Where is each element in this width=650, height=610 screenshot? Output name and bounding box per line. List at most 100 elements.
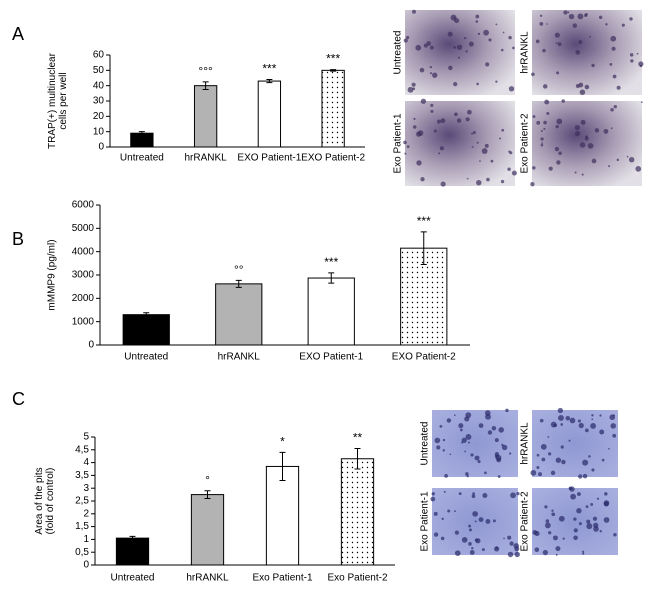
- cell-dot: [591, 414, 594, 417]
- cell-dot: [610, 35, 617, 42]
- cell-dot: [442, 449, 445, 452]
- cell-dot: [576, 492, 581, 497]
- cell-dot: [556, 118, 563, 125]
- bar: [321, 69, 345, 148]
- error-bar: [420, 231, 427, 265]
- bar: [193, 85, 218, 148]
- cell-dot: [434, 437, 441, 444]
- cell-dot: [544, 99, 550, 105]
- x-tick-label: EXO Patient-2: [301, 153, 365, 164]
- y-tick-label: 60: [93, 50, 105, 61]
- cell-dot: [468, 41, 474, 47]
- cell-dot: [472, 131, 476, 134]
- x-tick-label: hrRANKL: [186, 573, 229, 584]
- bar: [190, 494, 225, 566]
- micrograph-label: hrRANKL: [520, 31, 531, 74]
- y-tick-label: 1,5: [75, 521, 89, 532]
- cell-dot: [478, 423, 484, 428]
- cell-dot: [555, 42, 558, 45]
- cell-dot: [436, 445, 441, 450]
- cell-dot: [467, 109, 472, 115]
- cell-dot: [544, 505, 548, 509]
- cell-dot: [577, 13, 584, 20]
- cell-dot: [553, 423, 557, 427]
- cell-dot: [439, 424, 443, 428]
- cell-dot: [570, 493, 577, 500]
- cell-dot: [433, 511, 438, 516]
- cell-dot: [582, 550, 585, 553]
- cell-dot: [616, 158, 620, 162]
- cell-dot: [485, 519, 491, 524]
- cell-dot: [580, 119, 586, 125]
- y-tick-label: 4: [83, 457, 89, 468]
- cell-dot: [575, 49, 581, 55]
- cell-dot: [532, 530, 538, 535]
- y-tick-label: 0: [98, 142, 104, 153]
- cell-dot: [589, 35, 591, 38]
- micrograph: [532, 10, 642, 95]
- cell-dot: [494, 454, 499, 458]
- y-tick-label: 20: [93, 111, 105, 122]
- cell-dot: [472, 492, 475, 495]
- cell-dot: [487, 430, 493, 435]
- cell-dot: [585, 505, 589, 509]
- cell-dot: [411, 82, 416, 87]
- cell-dot: [592, 516, 598, 521]
- cell-dot: [598, 15, 603, 20]
- cell-dot: [628, 157, 635, 163]
- cell-dot: [440, 118, 446, 124]
- x-tick-label: EXO Patient-2: [392, 352, 456, 363]
- y-tick-label: 0,5: [75, 547, 89, 558]
- cell-dot: [482, 493, 488, 499]
- cell-dot: [558, 415, 564, 421]
- micrograph-label: Exo Patient-1: [420, 491, 431, 551]
- cell-dot: [610, 127, 613, 130]
- cell-dot: [439, 146, 444, 151]
- panel-label: B: [12, 229, 24, 249]
- significance-label: °: [205, 473, 210, 487]
- cell-dot: [458, 492, 462, 496]
- cell-dot: [430, 109, 434, 113]
- cell-dot: [502, 31, 505, 34]
- cell-dot: [466, 177, 469, 180]
- cell-dot: [556, 160, 561, 165]
- cell-dot: [556, 71, 560, 75]
- cell-dot: [587, 143, 594, 149]
- cell-dot: [584, 136, 589, 141]
- cell-dot: [629, 53, 634, 57]
- cell-dot: [596, 497, 600, 500]
- cell-dot: [475, 14, 480, 19]
- bar: [307, 277, 355, 346]
- cell-dot: [507, 551, 514, 558]
- cell-dot: [601, 458, 605, 462]
- cell-dot: [438, 152, 441, 155]
- cell-dot: [465, 472, 469, 476]
- cell-dot: [610, 107, 614, 112]
- cell-dot: [465, 433, 472, 440]
- error-bar: [202, 81, 209, 90]
- cell-dot: [538, 472, 543, 477]
- cell-dot: [574, 171, 577, 174]
- cell-dot: [449, 453, 452, 456]
- cell-dot: [608, 165, 611, 168]
- cell-dot: [453, 82, 458, 87]
- cell-dot: [640, 101, 643, 104]
- cell-dot: [492, 519, 496, 523]
- cell-dot: [554, 146, 560, 152]
- cell-dot: [467, 441, 470, 444]
- micrograph-label: Exo Patient-2: [520, 113, 531, 173]
- cell-dot: [551, 509, 554, 512]
- cell-dot: [483, 29, 490, 36]
- cell-dot: [548, 531, 552, 535]
- cell-dot: [412, 9, 416, 14]
- cell-dot: [415, 44, 422, 51]
- cell-dot: [429, 65, 433, 69]
- cell-dot: [419, 67, 425, 73]
- cell-dot: [611, 46, 616, 51]
- cell-dot: [447, 31, 453, 37]
- cell-dot: [478, 517, 484, 523]
- cell-dot: [551, 512, 556, 517]
- cell-dot: [454, 112, 458, 117]
- cell-dot: [430, 496, 436, 502]
